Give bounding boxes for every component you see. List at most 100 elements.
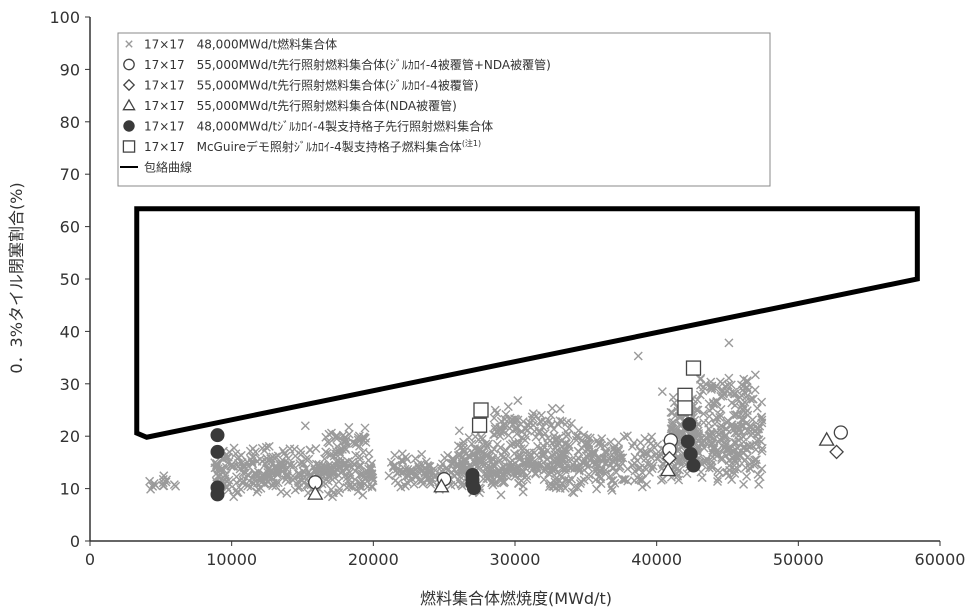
cross-point — [505, 440, 515, 450]
cross-point — [235, 476, 245, 486]
cross-point — [443, 450, 453, 460]
cross-point — [637, 482, 647, 492]
cross-point — [323, 489, 333, 499]
cross-point — [573, 431, 583, 441]
cross-point — [546, 410, 556, 420]
y-tick-label: 60 — [60, 218, 80, 237]
cross-point — [581, 451, 591, 461]
cross-point — [719, 432, 729, 442]
cross-point — [350, 438, 360, 448]
cross-point — [735, 450, 745, 460]
cross-point — [267, 466, 277, 476]
cross-point — [618, 453, 628, 463]
cross-point — [300, 421, 310, 431]
cross-point — [496, 490, 506, 500]
cross-point — [724, 471, 734, 481]
cross-point — [699, 418, 709, 428]
cross-point — [513, 415, 523, 425]
cross-point — [309, 462, 319, 472]
cross-point — [476, 444, 486, 454]
cross-point — [600, 469, 610, 479]
cross-point — [584, 473, 593, 483]
open-square-point — [677, 387, 693, 403]
cross-point — [757, 412, 767, 422]
cross-point — [741, 392, 751, 402]
envelope-curve — [134, 206, 920, 440]
cross-point — [489, 413, 499, 423]
legend-label: 17×17 McGuireデモ照射ｼﾞﾙｶﾛｲ-4製支持格子燃料集合体(注1) — [144, 138, 481, 154]
cross-point — [542, 438, 552, 448]
cross-point — [727, 420, 737, 430]
cross-point — [693, 405, 703, 415]
cross-point — [576, 476, 586, 486]
cross-point — [555, 404, 565, 414]
cross-point — [390, 460, 400, 470]
cross-point — [355, 462, 365, 472]
cross-point — [623, 476, 633, 486]
cross-point — [392, 468, 402, 478]
cross-point — [400, 481, 410, 491]
cross-point — [557, 416, 567, 426]
legend-cross-marker — [125, 40, 133, 48]
cross-point — [595, 438, 605, 448]
cross-point — [584, 438, 594, 448]
cross-point — [715, 413, 725, 423]
cross-point — [210, 463, 220, 473]
cross-point — [278, 461, 288, 471]
cross-point — [561, 463, 571, 473]
cross-point — [657, 387, 667, 397]
cross-point — [213, 464, 223, 474]
cross-point — [347, 463, 357, 473]
cross-point — [739, 403, 749, 413]
cross-point — [304, 454, 314, 464]
cross-point — [341, 439, 351, 449]
cross-point — [482, 474, 492, 484]
cross-point — [739, 479, 749, 489]
cross-point — [417, 449, 427, 459]
cross-point — [741, 463, 751, 473]
cross-point — [360, 423, 370, 433]
legend: 17×17 48,000MWd/t燃料集合体 17×17 55,000MWd/t先… — [117, 32, 771, 187]
cross-point — [343, 476, 353, 486]
cross-point — [573, 483, 583, 493]
legend-footnote-marker: (注1) — [462, 138, 481, 148]
cross-point — [565, 477, 575, 487]
cross-point — [273, 451, 283, 461]
cross-point — [617, 475, 627, 485]
filled-circle-point — [210, 444, 225, 459]
cross-point — [236, 484, 246, 494]
cross-point — [538, 422, 548, 432]
cross-point — [738, 443, 748, 453]
cross-point — [754, 479, 764, 489]
cross-point — [727, 398, 737, 408]
cross-point — [345, 467, 355, 477]
cross-point — [243, 481, 253, 491]
y-tick-label: 30 — [60, 375, 80, 394]
cross-point — [488, 454, 498, 464]
cross-point — [145, 476, 155, 486]
cross-point — [264, 472, 274, 482]
cross-point — [536, 460, 546, 470]
cross-point — [712, 446, 722, 456]
cross-point — [311, 443, 321, 453]
cross-point — [345, 471, 355, 481]
cross-point — [629, 438, 639, 448]
cross-point — [698, 456, 708, 466]
cross-point — [669, 398, 679, 408]
cross-point — [250, 468, 260, 478]
cross-point — [733, 464, 743, 474]
cross-point — [281, 470, 291, 480]
cross-point — [757, 464, 767, 474]
cross-point — [559, 444, 569, 454]
open-triangle-point — [433, 478, 450, 493]
cross-point — [647, 464, 657, 474]
cross-point — [706, 431, 716, 441]
cross-point — [340, 458, 350, 468]
cross-point — [358, 447, 368, 457]
x-tick-label: 50000 — [773, 550, 824, 569]
x-tick-label: 20000 — [348, 550, 399, 569]
legend-label: 17×17 48,000MWd/tｼﾞﾙｶﾛｲ-4製支持格子先行照射燃料集合体 — [144, 119, 493, 134]
cross-point — [557, 454, 567, 464]
open-square-point — [685, 360, 702, 376]
cross-point — [648, 441, 658, 451]
